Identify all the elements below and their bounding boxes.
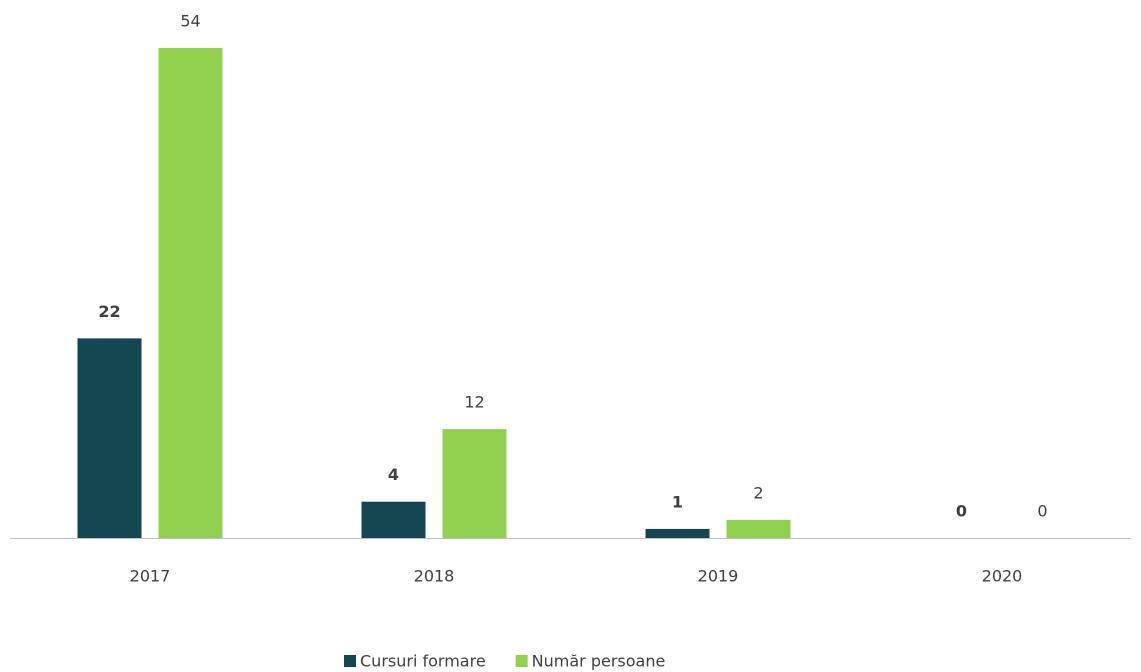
legend-swatch xyxy=(344,655,356,667)
legend-label: Cursuri formare xyxy=(360,652,486,671)
bar xyxy=(158,48,223,538)
x-tick-label: 2020 xyxy=(982,567,1023,586)
bar xyxy=(361,501,426,538)
data-label: 12 xyxy=(464,393,484,412)
legend-label: Număr persoane xyxy=(532,652,666,671)
bar xyxy=(77,338,142,538)
data-label: 1 xyxy=(672,492,683,511)
data-label: 0 xyxy=(956,502,967,521)
data-label: 0 xyxy=(1037,502,1047,521)
data-label: 4 xyxy=(388,465,399,484)
bar xyxy=(645,528,710,538)
x-tick-label: 2018 xyxy=(414,567,455,586)
data-label: 22 xyxy=(98,302,120,321)
x-tick-label: 2017 xyxy=(130,567,171,586)
bar xyxy=(442,429,507,538)
data-label: 2 xyxy=(753,483,763,502)
legend-swatch xyxy=(515,655,528,667)
bar xyxy=(726,519,791,538)
data-label: 54 xyxy=(180,12,200,31)
x-tick-label: 2019 xyxy=(698,567,739,586)
